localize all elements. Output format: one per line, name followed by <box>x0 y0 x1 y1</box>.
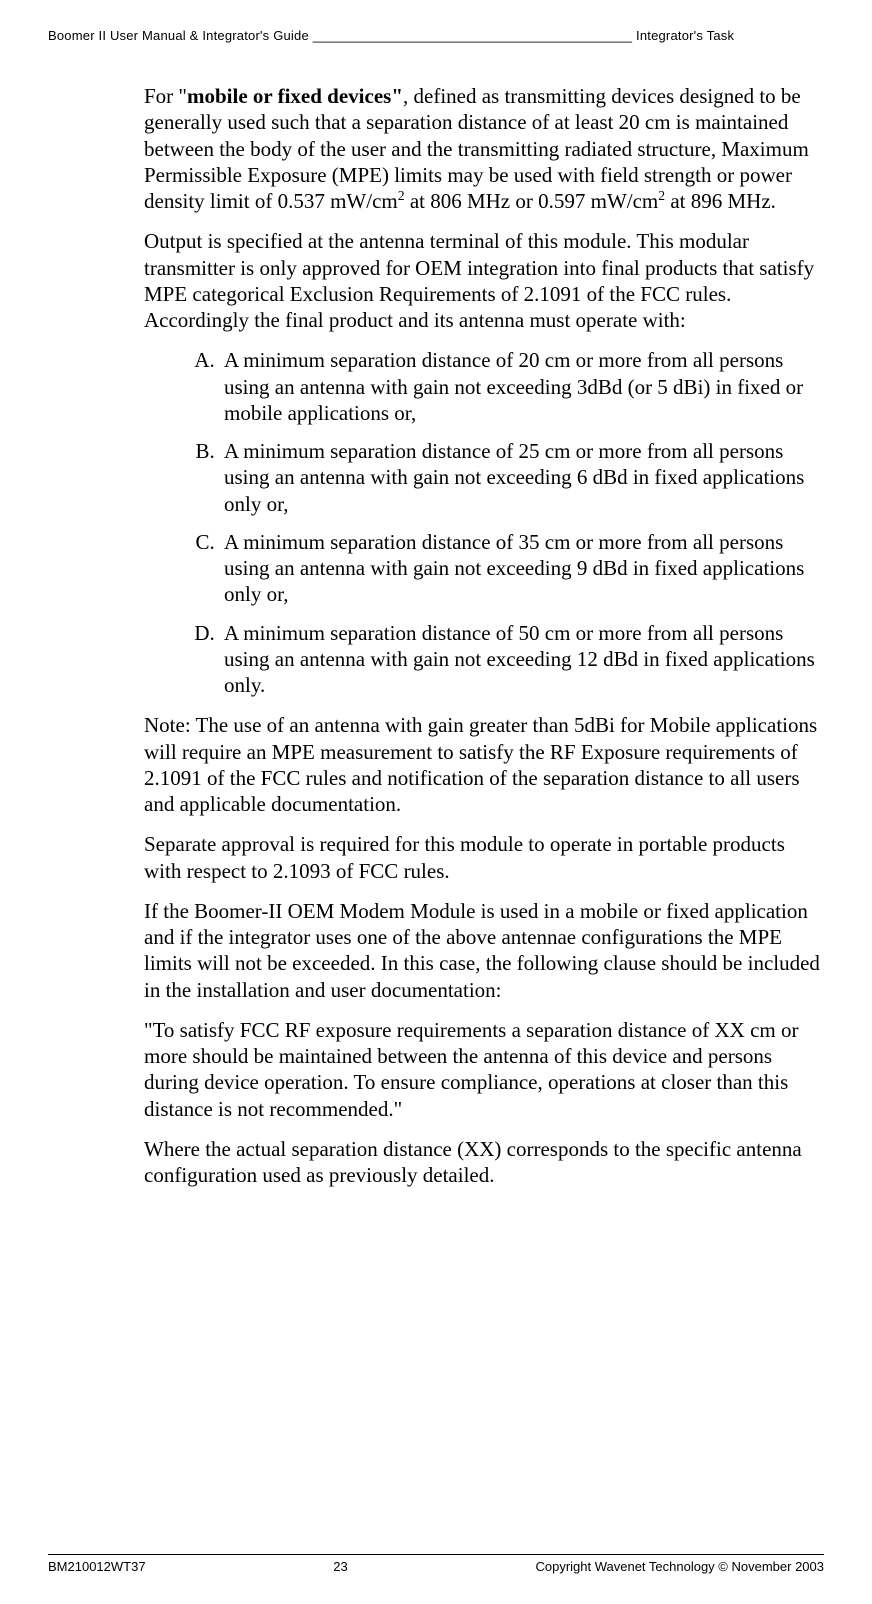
footer-left: BM210012WT37 <box>48 1559 146 1574</box>
requirements-list: A minimum separation distance of 20 cm o… <box>144 347 824 698</box>
paragraph-where-actual: Where the actual separation distance (XX… <box>144 1136 824 1189</box>
p1-bold: mobile or fixed devices" <box>187 84 403 108</box>
header-right: Integrator's Task <box>632 28 734 43</box>
paragraph-output-spec: Output is specified at the antenna termi… <box>144 228 824 333</box>
p1-post-b: at 806 MHz or 0.597 mW/cm <box>405 189 659 213</box>
page-header: Boomer II User Manual & Integrator's Gui… <box>48 28 824 43</box>
list-item: A minimum separation distance of 20 cm o… <box>220 347 824 426</box>
page-footer: BM210012WT37 23 Copyright Wavenet Techno… <box>48 1554 824 1574</box>
paragraph-separate-approval: Separate approval is required for this m… <box>144 831 824 884</box>
paragraph-note: Note: The use of an antenna with gain gr… <box>144 712 824 817</box>
paragraph-mobile-fixed-devices: For "mobile or fixed devices", defined a… <box>144 83 824 214</box>
body-content: For "mobile or fixed devices", defined a… <box>144 83 824 1188</box>
header-fill: ________________________________________… <box>313 28 633 43</box>
list-item: A minimum separation distance of 25 cm o… <box>220 438 824 517</box>
page: Boomer II User Manual & Integrator's Gui… <box>0 0 872 1604</box>
footer-right: Copyright Wavenet Technology © November … <box>535 1559 824 1574</box>
p1-sup1: 2 <box>398 188 405 203</box>
p1-post-c: at 896 MHz. <box>665 189 776 213</box>
p1-pre: For " <box>144 84 187 108</box>
list-item: A minimum separation distance of 50 cm o… <box>220 620 824 699</box>
list-item: A minimum separation distance of 35 cm o… <box>220 529 824 608</box>
header-left: Boomer II User Manual & Integrator's Gui… <box>48 28 313 43</box>
paragraph-boomer-oem: If the Boomer-II OEM Modem Module is use… <box>144 898 824 1003</box>
footer-center: 23 <box>333 1559 347 1574</box>
quote-block: "To satisfy FCC RF exposure requirements… <box>144 1017 824 1122</box>
